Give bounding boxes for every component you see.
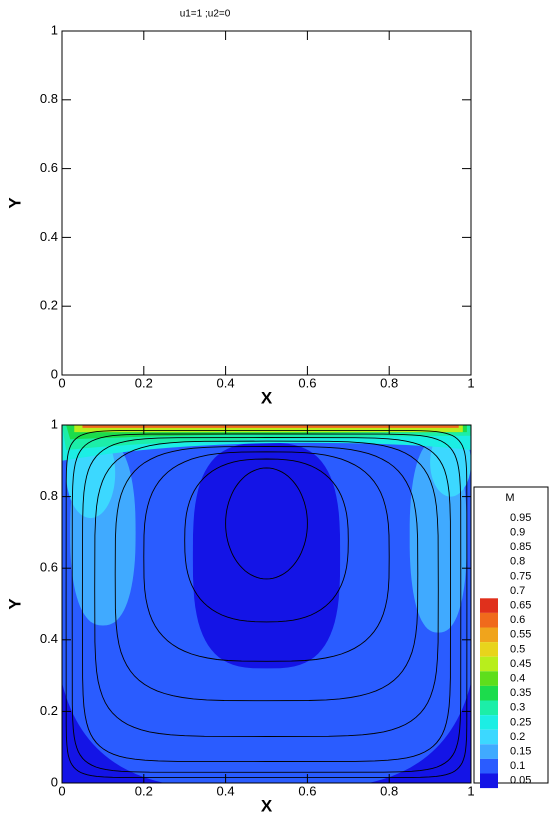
- y-tick-label: 0.4: [40, 631, 58, 646]
- legend-label: 0.25: [510, 716, 531, 728]
- legend-label: 0.5: [510, 643, 525, 655]
- contour-region: [192, 442, 341, 669]
- x-axis-label: X: [261, 388, 273, 407]
- x-tick-label: 1: [467, 783, 474, 798]
- legend-label: 0.15: [510, 746, 531, 758]
- x-tick-label: 0.6: [298, 783, 316, 798]
- legend-label: 0.65: [510, 600, 531, 612]
- contour-region: [62, 682, 165, 783]
- plot-frame: [61, 424, 472, 784]
- contour-plot: [62, 425, 471, 783]
- legend-label: 0.6: [510, 614, 525, 626]
- legend-swatch: [480, 642, 498, 657]
- x-tick-label: 0.8: [380, 375, 398, 390]
- y-axis-label: Y: [5, 197, 24, 209]
- streamline: [65, 429, 468, 779]
- x-tick-label: 0.6: [298, 375, 316, 390]
- streamline: [81, 437, 451, 762]
- legend-label: 0.7: [510, 585, 525, 597]
- legend-swatch: [480, 627, 498, 643]
- plot-frame: [61, 30, 472, 376]
- streamline: [184, 458, 349, 623]
- y-tick-label: 0.6: [40, 560, 58, 575]
- legend-swatch: [480, 685, 498, 701]
- legend-label: 0.05: [510, 775, 531, 787]
- legend-swatch: [480, 744, 498, 759]
- legend-label: 0.1: [510, 760, 525, 772]
- legend-swatch: [480, 715, 498, 730]
- x-axis-label: X: [261, 796, 273, 815]
- x-tick-label: 0.2: [135, 375, 153, 390]
- y-tick-label: 1: [51, 416, 58, 431]
- x-tick-label: 0: [58, 783, 65, 798]
- y-axis-label: Y: [5, 598, 24, 610]
- x-tick-label: 0.4: [217, 375, 235, 390]
- legend-swatch: [480, 773, 498, 789]
- legend-label: 0.45: [510, 658, 531, 670]
- legend-label: 0.9: [510, 527, 525, 539]
- legend-label: 0.3: [510, 702, 525, 714]
- contour-region: [82, 425, 459, 428]
- legend-swatch: [480, 671, 498, 686]
- contour-region: [368, 682, 471, 783]
- legend-swatch: [480, 758, 498, 774]
- y-tick-label: 0.2: [40, 298, 58, 313]
- chart-title: u1=1 ;u2=0: [180, 9, 231, 20]
- y-tick-label: 0.4: [40, 229, 58, 244]
- legend-swatch: [480, 612, 498, 628]
- legend-swatch: [480, 656, 498, 672]
- legend-label: 0.95: [510, 512, 531, 524]
- x-tick-label: 1: [467, 375, 474, 390]
- legend-label: 0.4: [510, 673, 525, 685]
- legend-swatch: [480, 598, 498, 613]
- legend-label: 0.85: [510, 541, 531, 553]
- x-tick-label: 0.2: [135, 783, 153, 798]
- legend-label: 0.55: [510, 629, 531, 641]
- y-tick-label: 1: [51, 22, 58, 37]
- legend-swatch: [480, 700, 498, 716]
- streamline: [94, 440, 439, 737]
- x-tick-label: 0: [58, 375, 65, 390]
- streamline: [114, 446, 419, 702]
- legend-title: M: [505, 492, 514, 504]
- y-tick-label: 0: [51, 774, 58, 789]
- streamline: [71, 433, 462, 773]
- y-tick-label: 0.8: [40, 488, 58, 503]
- legend-swatch: [480, 729, 498, 745]
- streamline: [225, 467, 308, 580]
- y-tick-label: 0.6: [40, 160, 58, 175]
- legend-label: 0.8: [510, 556, 525, 568]
- y-tick-label: 0.8: [40, 91, 58, 106]
- y-tick-label: 0.2: [40, 703, 58, 718]
- x-tick-label: 0.4: [217, 783, 235, 798]
- streamline: [143, 451, 390, 662]
- legend-label: 0.35: [510, 687, 531, 699]
- legend-label: 0.2: [510, 731, 525, 743]
- legend-label: 0.75: [510, 570, 531, 582]
- x-tick-label: 0.8: [380, 783, 398, 798]
- y-tick-label: 0: [51, 366, 58, 381]
